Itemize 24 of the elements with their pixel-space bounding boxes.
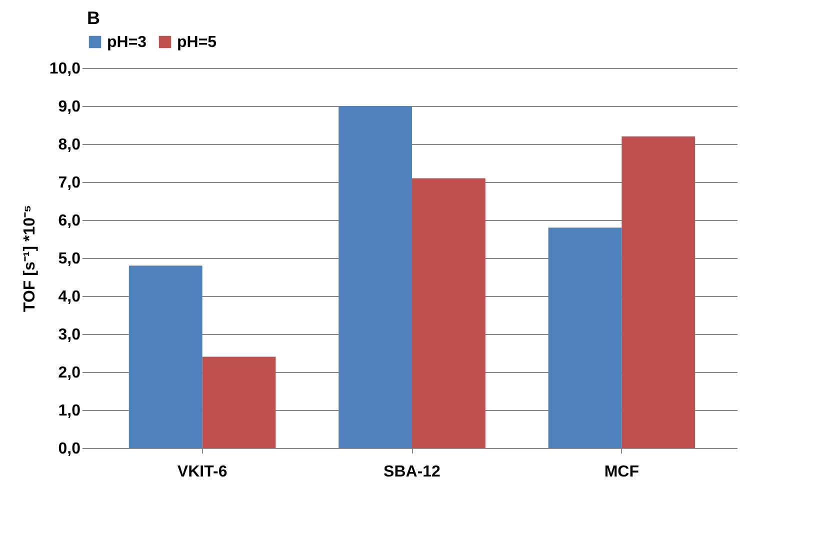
x-tick-label: SBA-12 [384,464,441,480]
bar [202,356,276,448]
y-tick-label: 4,0 [58,288,81,306]
y-tick-label: 5,0 [58,250,81,268]
y-tick-label: 6,0 [58,212,81,230]
bar [622,136,696,448]
y-tick-label: 3,0 [58,326,81,344]
legend-label: pH=5 [177,34,217,51]
chart-title: B [87,8,100,28]
x-tick-label: MCF [604,464,640,480]
legend-label: pH=3 [107,34,147,51]
y-tick-label: 0,0 [58,440,81,458]
y-tick-label: 7,0 [58,174,81,192]
y-tick-label: 10,0 [49,60,81,78]
bar [338,106,412,448]
x-tick-label: VKIT-6 [177,464,228,480]
bar [128,266,202,448]
y-axis-title: TOF [s⁻¹] *10⁻⁵ [21,204,38,312]
y-tick-label: 9,0 [58,98,81,116]
y-tick-label: 8,0 [58,136,81,154]
bar [412,178,486,448]
y-tick-label: 2,0 [58,364,81,382]
bar [548,228,622,448]
y-tick-label: 1,0 [58,402,81,420]
